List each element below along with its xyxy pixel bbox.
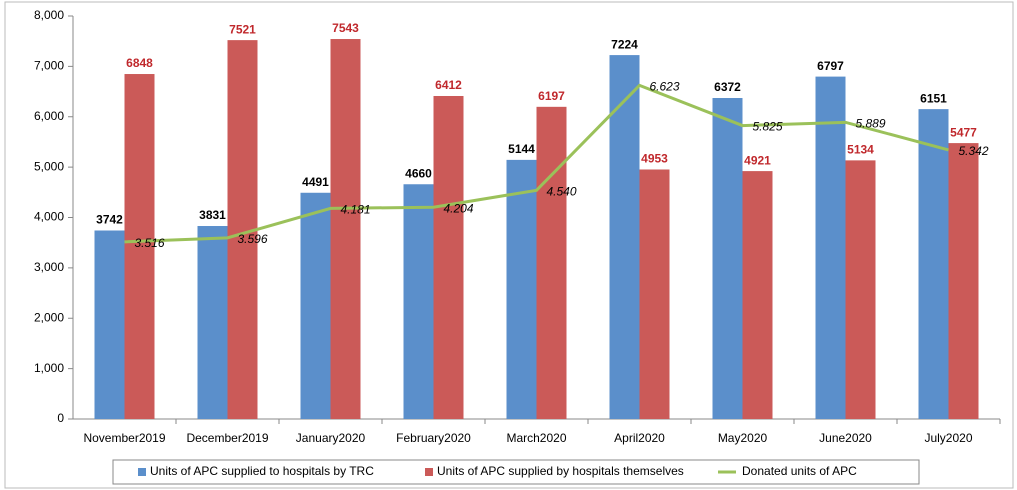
bar — [918, 109, 949, 419]
data-label: 4953 — [641, 152, 668, 166]
y-tick-label: 2,000 — [34, 310, 64, 324]
x-tick-label: May2020 — [718, 431, 768, 445]
bar — [742, 171, 773, 419]
line — [124, 83, 949, 244]
data-label: 6412 — [435, 78, 462, 92]
y-tick-label: 8,000 — [34, 8, 64, 22]
bar — [609, 55, 640, 419]
bar — [815, 76, 846, 419]
data-label: 6197 — [538, 89, 565, 103]
data-label: 3742 — [96, 213, 123, 227]
data-label: 4491 — [302, 175, 329, 189]
data-label: 5477 — [950, 125, 977, 139]
data-label: 5.889 — [856, 117, 886, 131]
legend-swatch — [138, 468, 146, 476]
y-tick-label: 1,000 — [34, 361, 64, 375]
y-tick-label: 7,000 — [34, 59, 64, 73]
data-label: 7224 — [611, 37, 638, 51]
bar — [845, 160, 876, 419]
data-label: 6797 — [817, 59, 844, 73]
data-label: 6.623 — [650, 80, 680, 94]
legend-label: Donated units of APC — [742, 464, 857, 478]
data-label: 7521 — [229, 22, 256, 36]
x-tick-label: January2020 — [296, 431, 366, 445]
bar — [506, 159, 537, 419]
chart-frame — [4, 1, 1014, 489]
legend-box — [112, 459, 920, 485]
y-tick-label: 6,000 — [34, 109, 64, 123]
legend-swatch — [425, 468, 433, 476]
bar — [536, 106, 567, 420]
data-label: 3.596 — [238, 232, 268, 246]
legend-label: Units of APC supplied to hospitals by TR… — [150, 464, 374, 478]
bar — [124, 74, 155, 420]
bar — [712, 98, 743, 419]
bar — [197, 226, 228, 419]
bar — [300, 192, 331, 419]
bar — [94, 230, 125, 419]
x-tick-label: February2020 — [396, 431, 471, 445]
data-label: 4.181 — [341, 203, 371, 217]
bar — [948, 143, 979, 419]
x-tick-label: March2020 — [506, 431, 566, 445]
x-tick-label: June2020 — [819, 431, 872, 445]
data-label: 4921 — [744, 153, 771, 167]
y-tick-label: 3,000 — [34, 260, 64, 274]
bar — [403, 184, 434, 419]
bar — [433, 95, 464, 420]
data-label: 4.204 — [444, 201, 474, 215]
y-tick-label: 5,000 — [34, 159, 64, 173]
data-label: 4660 — [405, 166, 432, 180]
y-tick-label: 4,000 — [34, 210, 64, 224]
data-label: 5.342 — [959, 144, 989, 158]
data-label: 6848 — [126, 56, 153, 70]
data-label: 5144 — [508, 142, 535, 156]
x-tick-label: December2019 — [186, 431, 268, 445]
bar — [330, 39, 361, 420]
data-label: 3831 — [199, 208, 226, 222]
data-label: 6372 — [714, 80, 741, 94]
data-label: 6151 — [920, 91, 947, 105]
x-tick-label: April2020 — [614, 431, 665, 445]
data-label: 5.825 — [753, 120, 783, 134]
x-tick-label: November2019 — [83, 431, 165, 445]
legend-label: Units of APC supplied by hospitals thems… — [437, 464, 684, 478]
data-label: 4.540 — [547, 184, 577, 198]
bar — [639, 169, 670, 419]
data-label: 7543 — [332, 21, 359, 35]
y-tick-label: 0 — [57, 411, 64, 425]
data-label: 3.516 — [135, 236, 165, 250]
x-tick-label: July2020 — [924, 431, 972, 445]
data-label: 5134 — [847, 143, 874, 157]
